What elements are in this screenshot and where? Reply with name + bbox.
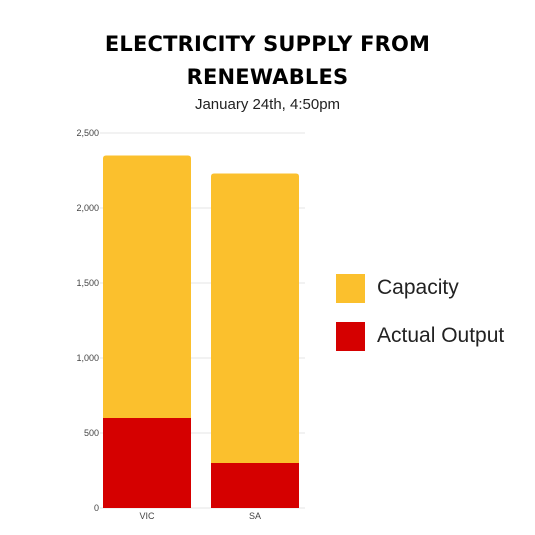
legend-label-actual-output: Actual Output (377, 324, 505, 347)
legend-item-capacity: Capacity (336, 272, 504, 304)
chart-title-line-1: ELECTRICITY SUPPLY FROM (104, 32, 431, 56)
y-tick-label: 0 (94, 503, 99, 513)
legend-label-capacity: Capacity (377, 276, 459, 299)
legend-item-actual-output: Actual Output (336, 320, 504, 352)
x-category-label: SA (249, 511, 261, 521)
bar-vic-capacity (103, 155, 191, 418)
chart-title-line-2: RENEWABLES (186, 65, 349, 89)
bar-sa-capacity (211, 173, 299, 463)
legend-swatch-actual-output (336, 321, 365, 351)
legend: Capacity Actual Output (336, 272, 504, 368)
chart-subtitle: January 24th, 4:50pm (194, 96, 341, 113)
y-tick-label: 1,500 (76, 278, 99, 288)
y-tick-label: 1,000 (76, 353, 99, 363)
bar-vic-actual-output (103, 418, 191, 508)
x-category-label: VIC (139, 511, 155, 521)
bar-sa-actual-output (211, 463, 299, 508)
y-tick-label: 2,000 (76, 203, 99, 213)
y-tick-label: 500 (84, 428, 99, 438)
y-tick-label: 2,500 (76, 128, 99, 138)
legend-swatch-capacity (336, 273, 365, 303)
chart-title: ELECTRICITY SUPPLY FROM RENEWABLES (0, 28, 535, 94)
